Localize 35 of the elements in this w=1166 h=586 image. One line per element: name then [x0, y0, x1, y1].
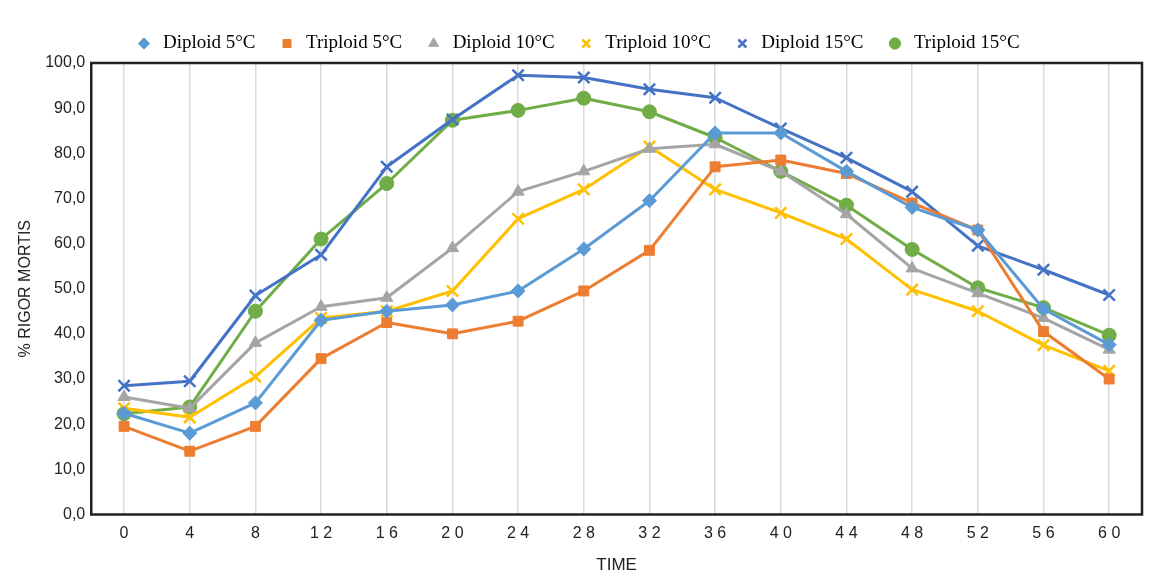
- x-tick-label: 4 8: [901, 524, 924, 542]
- y-tick-label: 90,0: [54, 98, 86, 116]
- x-tick-label: 4 4: [835, 524, 858, 542]
- x-tick-label: 2 0: [441, 524, 464, 542]
- legend-label: Diploid 15°C: [761, 31, 864, 53]
- x-tick-label: 5 6: [1032, 524, 1055, 542]
- y-tick-label: 40,0: [54, 324, 86, 342]
- y-tick-label: 80,0: [54, 143, 86, 161]
- y-tick-label: 70,0: [54, 188, 86, 206]
- legend-label: Triploid 5°C: [306, 31, 403, 53]
- x-tick-label: 4 0: [769, 524, 793, 542]
- y-axis-title: % RIGOR MORTIS: [16, 219, 34, 358]
- x-tick-label: 3 6: [704, 524, 727, 542]
- x-tick-label: 0: [119, 524, 129, 542]
- y-tick-label: 50,0: [54, 279, 86, 297]
- y-tick-label: 60,0: [54, 233, 86, 251]
- x-tick-label: 8: [250, 524, 260, 542]
- x-axis-title: TIME: [596, 555, 637, 575]
- x-tick-label: 1 2: [309, 524, 333, 542]
- y-tick-label: 30,0: [54, 369, 86, 387]
- x-tick-label: 2 4: [506, 524, 530, 542]
- legend-label: Triploid 15°C: [913, 31, 1020, 53]
- x-tick-label: 1 6: [375, 524, 398, 542]
- legend-label: Triploid 10°C: [605, 31, 711, 53]
- y-tick-label: 0,0: [62, 504, 86, 522]
- x-tick-label: 5 2: [966, 524, 990, 542]
- x-tick-label: 2 8: [572, 524, 595, 542]
- y-tick-label: 10,0: [54, 459, 86, 477]
- y-tick-label: 100,0: [45, 53, 86, 71]
- x-tick-label: 4: [185, 524, 195, 542]
- x-tick-label: 3 2: [638, 524, 661, 542]
- x-tick-label: 6 0: [1098, 524, 1121, 542]
- y-tick-label: 20,0: [54, 414, 86, 432]
- legend-label: Diploid 5°C: [162, 31, 256, 53]
- legend-label: Diploid 10°C: [452, 31, 555, 53]
